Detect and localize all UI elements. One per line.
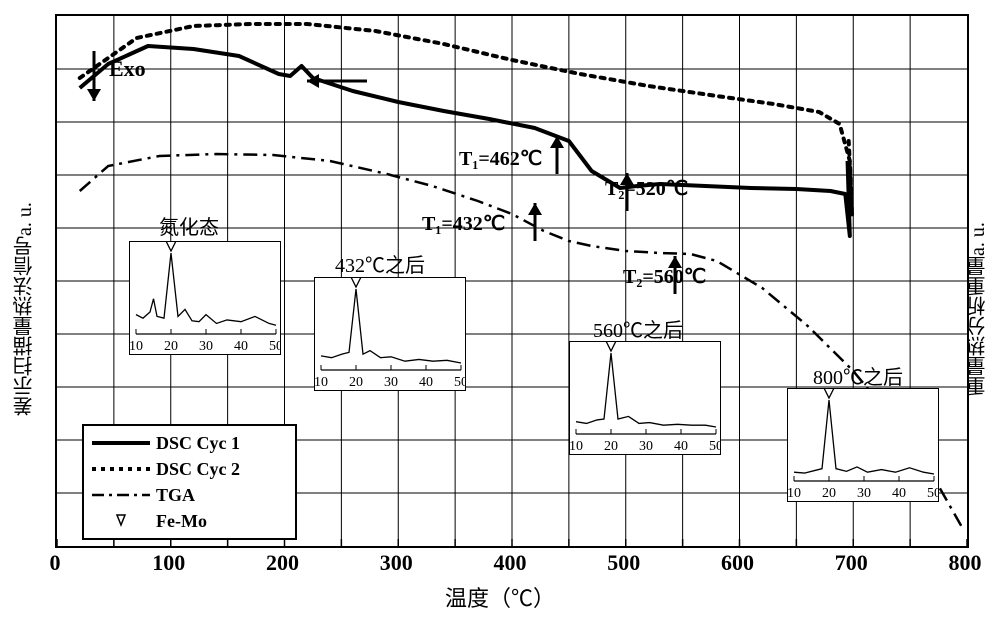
legend-item-tga: TGA <box>92 482 287 508</box>
x-tick-label: 500 <box>607 550 640 576</box>
svg-text:20: 20 <box>604 439 618 454</box>
x-tick-label: 400 <box>494 550 527 576</box>
legend-sample-solid <box>92 433 150 453</box>
legend-label: TGA <box>156 485 195 506</box>
x-tick-label: 0 <box>50 550 61 576</box>
svg-text:30: 30 <box>199 339 213 354</box>
legend-sample-dashdot <box>92 485 150 505</box>
x-axis-title: 温度（℃） <box>445 581 555 613</box>
figure-container: 差示扫描量热法信号a. u. 重量热分析重量a. u. Exo T₁=462℃ … <box>0 0 1000 618</box>
inset-2: 10 20 30 40 50 <box>569 341 721 455</box>
annotation-t1-432: T₁=432℃ <box>422 211 505 236</box>
x-tick-label: 100 <box>152 550 185 576</box>
x-tick-label: 300 <box>380 550 413 576</box>
inset-title: 560℃之后 <box>593 314 683 343</box>
y-axis-left-label: 差示扫描量热法信号a. u. <box>10 202 39 416</box>
annotation-t2-520: T₂=520℃ <box>605 176 688 201</box>
svg-text:20: 20 <box>822 486 836 501</box>
svg-text:40: 40 <box>419 375 433 390</box>
svg-text:30: 30 <box>857 486 871 501</box>
legend-sample-marker <box>92 511 150 531</box>
svg-text:20: 20 <box>349 375 363 390</box>
svg-text:40: 40 <box>234 339 248 354</box>
exo-label: Exo <box>109 56 146 82</box>
legend-label: DSC Cyc 1 <box>156 433 240 454</box>
svg-text:40: 40 <box>674 439 688 454</box>
legend-label: DSC Cyc 2 <box>156 459 240 480</box>
svg-text:30: 30 <box>384 375 398 390</box>
inset-title: 氮化态 <box>159 211 219 240</box>
x-tick-label: 600 <box>721 550 754 576</box>
annotation-t2-560: T₂=560℃ <box>623 264 706 289</box>
legend-item-femo: Fe-Mo <box>92 508 287 534</box>
svg-text:50: 50 <box>927 486 938 501</box>
legend-item-dsc2: DSC Cyc 2 <box>92 456 287 482</box>
svg-text:10: 10 <box>315 375 328 390</box>
legend-sample-dotted <box>92 459 150 479</box>
svg-text:10: 10 <box>130 339 143 354</box>
inset-1: 10 20 30 40 50 <box>314 277 466 391</box>
legend-item-dsc1: DSC Cyc 1 <box>92 430 287 456</box>
x-tick-label: 200 <box>266 550 299 576</box>
annotation-t1-462: T₁=462℃ <box>459 146 542 171</box>
svg-text:50: 50 <box>269 339 280 354</box>
svg-text:50: 50 <box>709 439 720 454</box>
svg-text:40: 40 <box>892 486 906 501</box>
inset-3: 10 20 30 40 50 <box>787 388 939 502</box>
svg-text:30: 30 <box>639 439 653 454</box>
legend-label: Fe-Mo <box>156 511 207 532</box>
inset-0: 10 20 30 40 50 <box>129 241 281 355</box>
svg-text:10: 10 <box>788 486 801 501</box>
inset-title: 432℃之后 <box>335 249 425 278</box>
svg-text:50: 50 <box>454 375 465 390</box>
svg-text:10: 10 <box>570 439 583 454</box>
x-tick-label: 700 <box>835 550 868 576</box>
svg-text:20: 20 <box>164 339 178 354</box>
plot-area: Exo T₁=462℃ T₁=432℃ T₂=520℃ T₂=560℃ DSC … <box>55 14 969 548</box>
inset-title: 800℃之后 <box>813 361 903 390</box>
legend-box: DSC Cyc 1 DSC Cyc 2 TGA Fe-Mo <box>82 424 297 540</box>
x-tick-label: 800 <box>949 550 982 576</box>
